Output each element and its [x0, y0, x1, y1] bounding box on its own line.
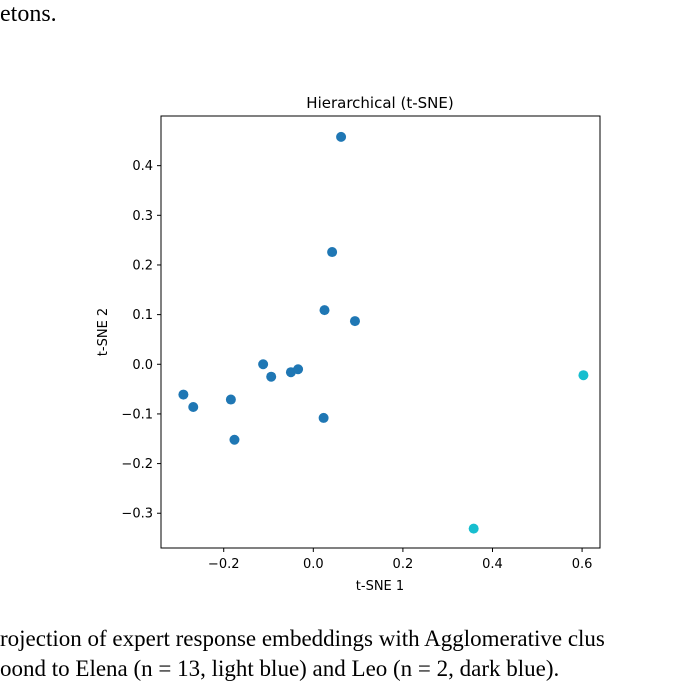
preceding-text-fragment: etons.: [0, 1, 57, 27]
data-point-series-1: [327, 247, 338, 258]
x-tick-label: 0.2: [393, 557, 414, 572]
plot-frame: [160, 115, 601, 549]
data-point-series-1: [318, 412, 329, 423]
y-tick-label: −0.2: [121, 457, 153, 472]
x-tick-label: 0.0: [303, 557, 324, 572]
figure-caption: rojection of expert response embeddings …: [0, 624, 605, 684]
y-tick-label: 0.2: [132, 258, 153, 273]
y-ticks: −0.3 −0.2 −0.1 0.0 0.1 0.2 0.3 0.4: [121, 159, 161, 522]
chart-title: Hierarchical (t-SNE): [306, 94, 453, 112]
data-point-series-1: [349, 316, 360, 327]
y-tick-label: −0.1: [121, 407, 153, 422]
data-point-series-2: [468, 523, 479, 534]
data-point-series-1: [258, 359, 269, 370]
y-tick-label: 0.0: [132, 358, 153, 373]
y-tick-label: 0.3: [132, 209, 153, 224]
y-axis-label: t-SNE 2: [96, 308, 111, 356]
data-point-series-2: [578, 370, 589, 381]
data-point-series-1: [225, 394, 236, 405]
data-point-series-1: [293, 364, 304, 375]
x-ticks: −0.2 0.0 0.2 0.4 0.6: [208, 548, 593, 572]
y-tick-label: 0.1: [132, 308, 153, 323]
data-point-series-1: [188, 401, 199, 412]
data-point-series-1: [336, 131, 347, 142]
data-points: [178, 131, 589, 534]
x-tick-label: 0.6: [572, 557, 593, 572]
x-tick-label: −0.2: [208, 557, 240, 572]
x-axis-label: t-SNE 1: [356, 579, 404, 594]
y-tick-label: 0.4: [132, 159, 153, 174]
y-tick-label: −0.3: [121, 507, 153, 522]
data-point-series-1: [266, 371, 277, 382]
data-point-series-1: [319, 305, 330, 316]
caption-line-1: rojection of expert response embeddings …: [0, 626, 605, 651]
x-tick-label: 0.4: [482, 557, 503, 572]
data-point-series-1: [178, 389, 189, 400]
scatter-figure: Hierarchical (t-SNE) −0.2 0.0 0.2 0.4 0.6 −0…: [96, 94, 601, 594]
caption-line-2: oond to Elena (n = 13, light blue) and L…: [0, 656, 560, 681]
data-point-series-1: [229, 434, 240, 445]
